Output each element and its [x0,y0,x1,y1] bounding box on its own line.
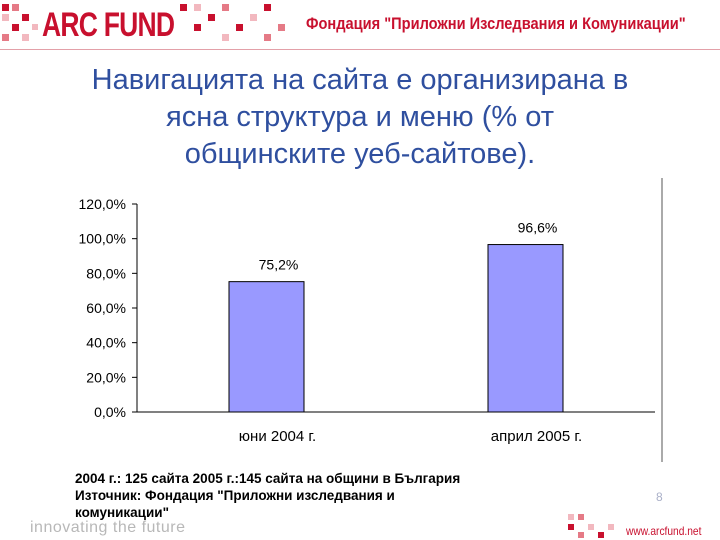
bar-data-label: 96,6% [518,220,558,236]
pixel-motif-logo [2,4,38,41]
header-title: Фондация "Приложни Изследвания и Комуник… [306,14,686,33]
bar [487,244,564,413]
y-tick-label: 20,0% [86,369,126,385]
footnote: 2004 г.: 125 сайта 2005 г.:145 сайта на … [75,470,555,521]
bars: 75,2% 96,6% [228,220,564,413]
slide-title-line-1: Навигацията на сайта е организирана в [91,64,629,96]
slide-title-line-3: общинските уеб-сайтове). [184,138,536,170]
y-tick-label: 120,0% [79,196,126,212]
footnote-line-1: 2004 г.: 125 сайта 2005 г.:145 сайта на … [75,471,461,486]
arc-fund-logo: ARC FUND [42,6,175,44]
header: ARC FUND Фондация "Приложни Изследвания … [0,0,720,50]
website-url: www.arcfund.net [626,524,702,538]
bar-data-label: 75,2% [259,257,299,273]
footnote-line-2: Източник: Фондация "Приложни изследвания… [75,488,395,503]
slide-title-line-2: ясна структура и меню (% от [165,101,555,133]
page-number: 8 [656,490,663,504]
y-tick-label: 80,0% [86,265,126,281]
x-axis-labels: юни 2004 г. април 2005 г. [239,428,582,445]
pixel-motif-footer [568,514,614,538]
y-tick-label: 40,0% [86,335,126,351]
y-tick-label: 100,0% [79,231,126,247]
x-tick-label: април 2005 г. [491,428,582,445]
tagline: innovating the future [30,519,186,536]
slide-title: Навигацията на сайта е организирана в яс… [30,62,690,173]
footnote-line-3: комуникации" [75,505,169,520]
y-tick-label: 0,0% [94,404,126,420]
x-tick-label: юни 2004 г. [239,428,316,445]
bar [228,281,305,413]
y-axis-ticks: 0,0% 20,0% 40,0% 60,0% 80,0% 100,0% 120,0% [79,196,137,420]
header-divider [0,49,720,50]
y-tick-label: 60,0% [86,300,126,316]
pixel-motif-divider [180,4,285,41]
